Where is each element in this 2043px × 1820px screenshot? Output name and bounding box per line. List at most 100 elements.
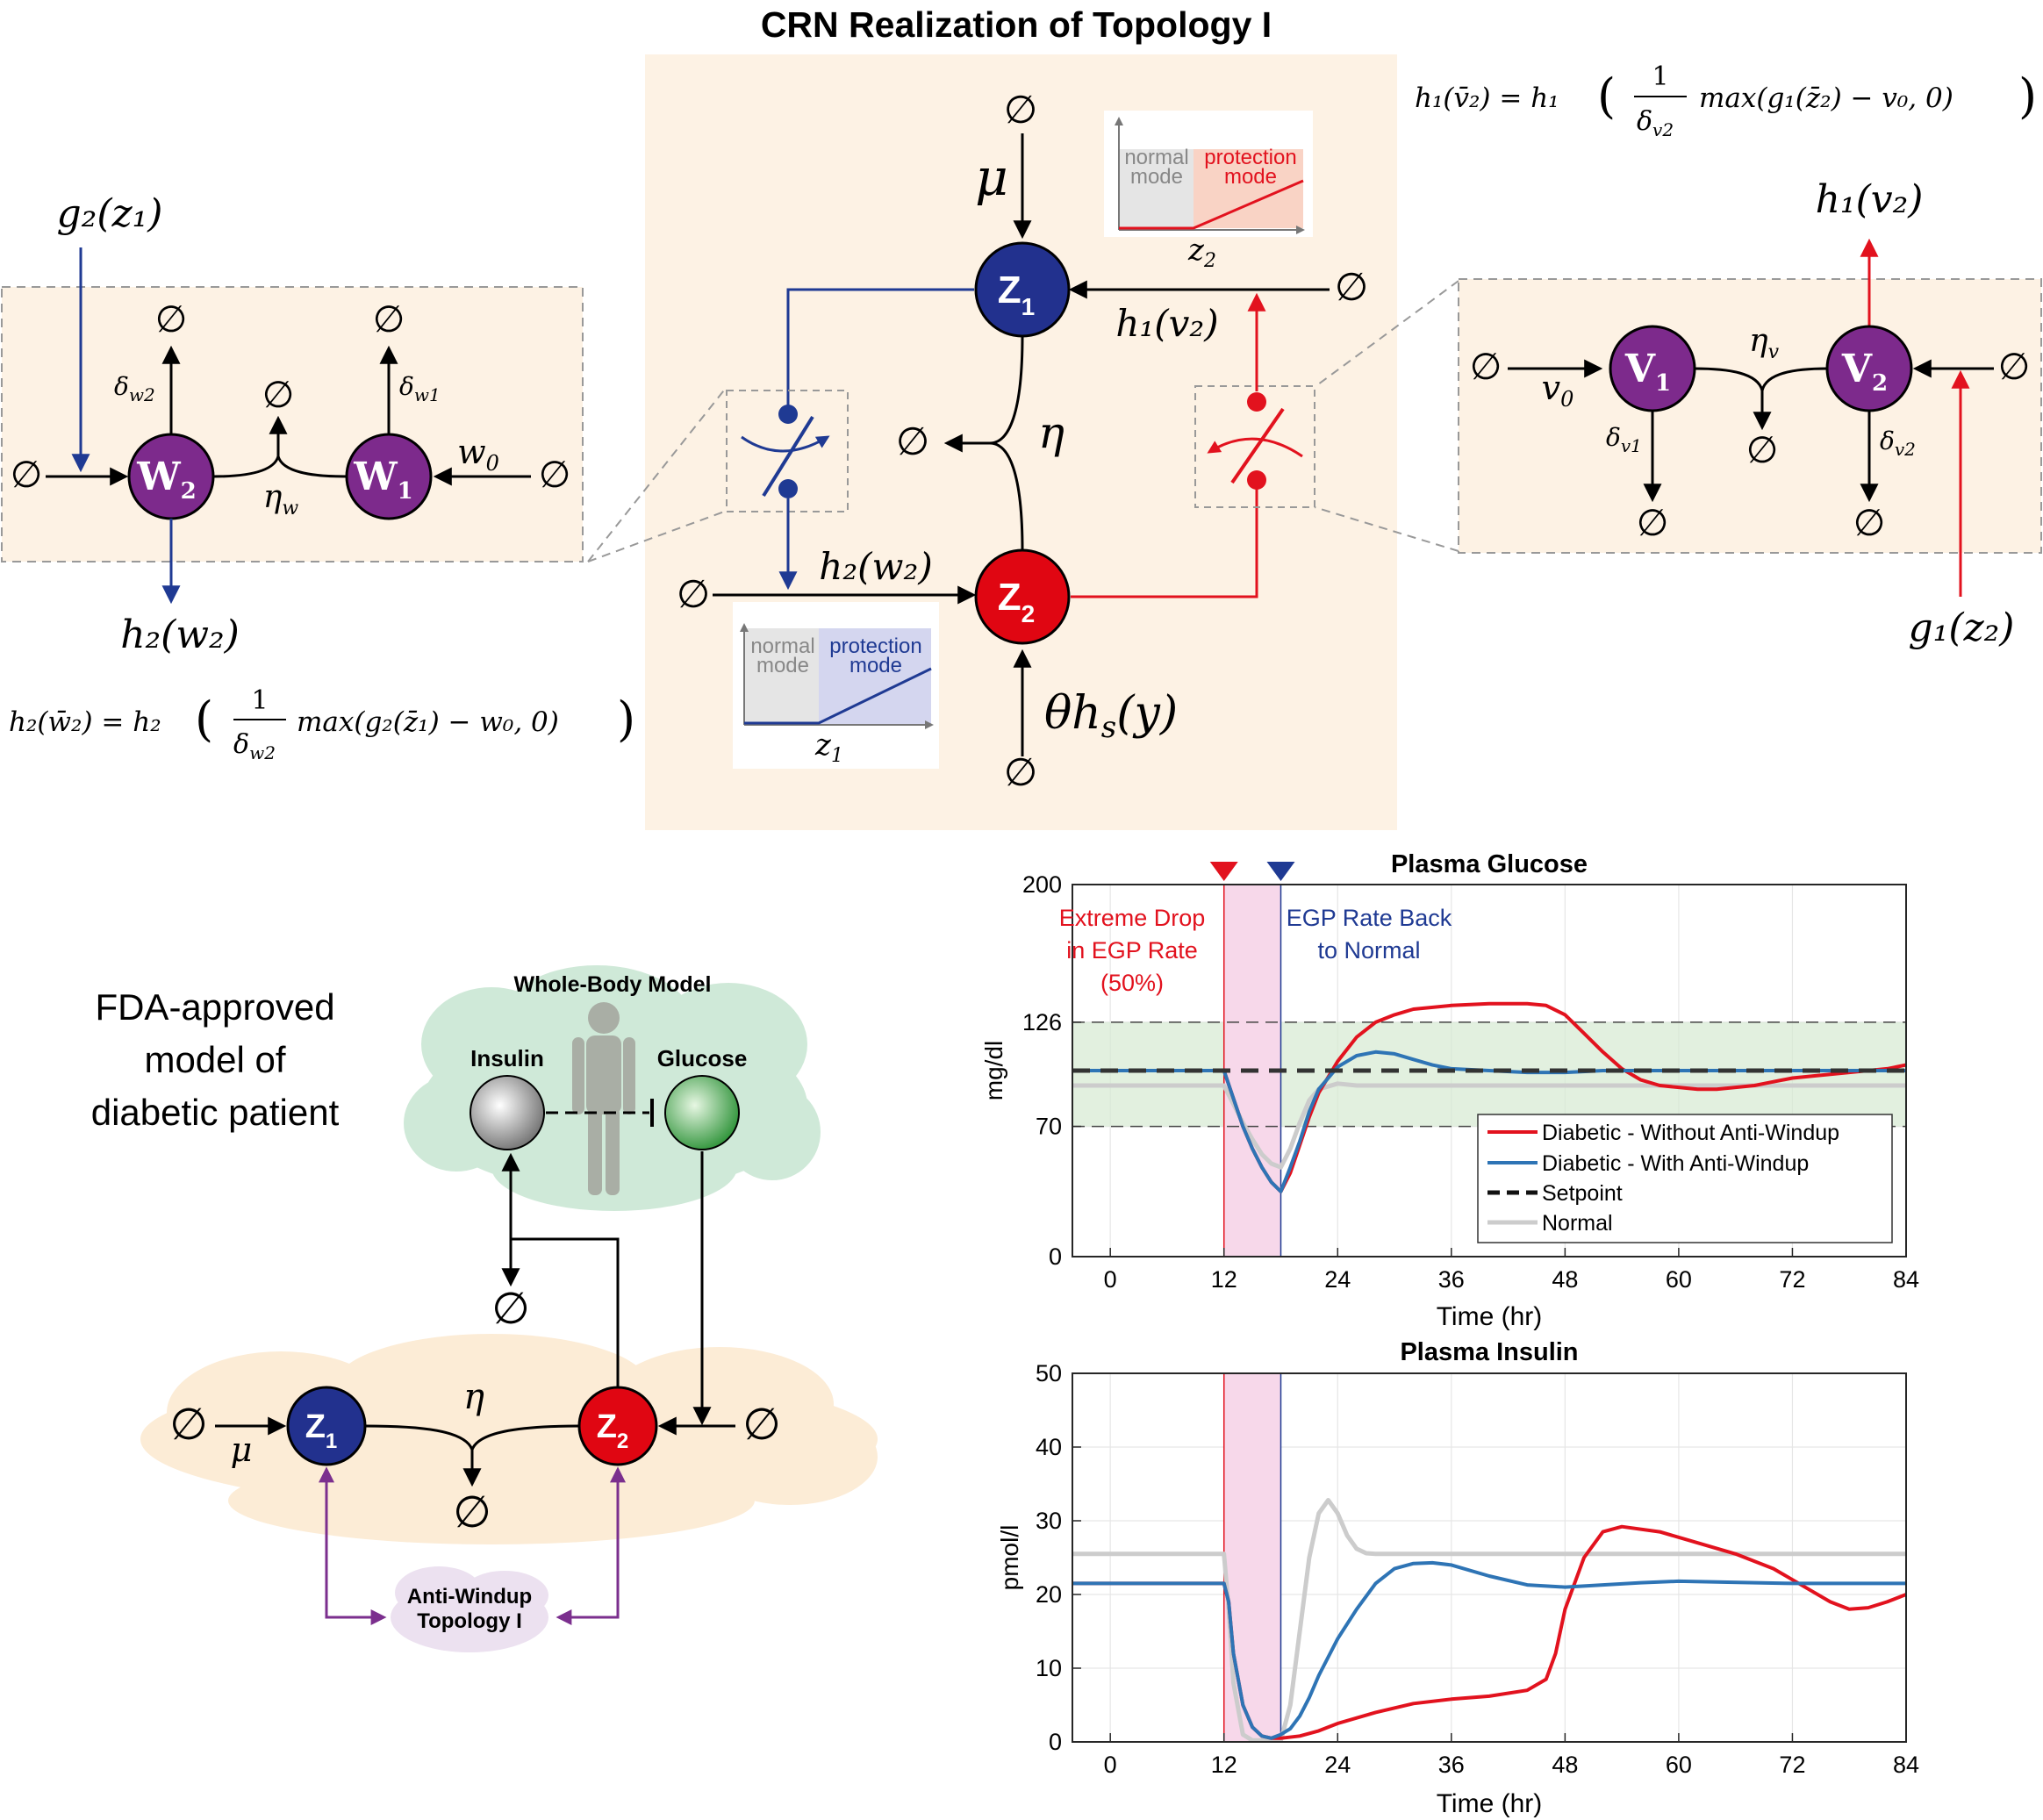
x-tick-label: 60: [1666, 1752, 1692, 1778]
svg-text:max(g₂(z̄₁) − w₀, 0): max(g₂(z̄₁) − w₀, 0): [297, 706, 559, 738]
svg-text:∅: ∅: [1998, 345, 2031, 388]
svg-text:V2: V2: [1841, 347, 1888, 397]
insulin-chart-title: Plasma Insulin: [1400, 1338, 1578, 1366]
v-formula: h₁(v̄₂) = h₁ ( 1 δv2 max(g₁(z̄₂) − v₀, 0…: [1415, 61, 2037, 140]
mu-label: μ: [975, 147, 1008, 207]
svg-text:h₁(v̄₂) = h₁: h₁(v̄₂) = h₁: [1415, 82, 1559, 114]
svg-text:1: 1: [1652, 61, 1668, 92]
insulin-ylabel: pmol/l: [996, 1525, 1023, 1591]
z2-node: [974, 548, 1071, 645]
x-tick-label: 60: [1666, 1266, 1692, 1293]
g2-z1-label: g₂(z₁): [57, 191, 163, 236]
z1-node-label: Z1: [998, 269, 1035, 320]
y-tick-label: 0: [1049, 1729, 1062, 1755]
y-tick-label: 40: [1036, 1434, 1062, 1460]
svg-text:Topology I: Topology I: [417, 1609, 522, 1633]
svg-text:max(g₁(z̄₂) − v₀, 0): max(g₁(z̄₂) − v₀, 0): [1699, 82, 1953, 114]
empty-set-h1-source: ∅: [1335, 265, 1368, 310]
svg-text:mode: mode: [1130, 165, 1183, 189]
annotation-drop-3: (50%): [1100, 970, 1164, 996]
annotation-back-2: to Normal: [1317, 937, 1420, 964]
h2-w2-rate-label: h₂(w₂): [819, 545, 932, 588]
svg-text:diabetic patient: diabetic patient: [91, 1092, 340, 1133]
glucose-chart-title: Plasma Glucose: [1391, 850, 1588, 878]
h2-w2-output-label: h₂(w₂): [120, 613, 240, 657]
svg-text:δw1: δw1: [399, 372, 441, 405]
svg-text:∅: ∅: [1637, 501, 1669, 544]
svg-text:∅: ∅: [11, 453, 43, 496]
svg-text:ηw: ηw: [263, 479, 299, 519]
svg-text:Setpoint: Setpoint: [1542, 1181, 1623, 1206]
svg-text:μ: μ: [231, 1430, 253, 1469]
inset-z1-mode: normal mode protection mode z1: [733, 602, 939, 769]
h1-v2-output-label: h₁(v₂): [1816, 177, 1924, 222]
x-tick-label: 0: [1104, 1752, 1117, 1778]
svg-text:∅: ∅: [1746, 428, 1779, 471]
y-tick-label: 20: [1036, 1581, 1062, 1608]
glucose-legend: Diabetic - Without Anti-Windup Diabetic …: [1477, 1114, 1893, 1243]
svg-text:normal: normal: [750, 634, 814, 658]
svg-text:z2: z2: [1187, 233, 1216, 272]
svg-text:w0: w0: [457, 433, 499, 476]
svg-text:W1: W1: [353, 455, 413, 505]
x-tick-label: 84: [1893, 1266, 1919, 1293]
blue-switch-lever[interactable]: [762, 415, 814, 498]
annotation-drop-2: in EGP Rate: [1066, 937, 1198, 964]
x-tick-label: 0: [1104, 1266, 1117, 1293]
svg-text:model of: model of: [144, 1039, 285, 1080]
y-tick-label: 10: [1036, 1655, 1062, 1681]
x-tick-label: 36: [1438, 1266, 1465, 1293]
eta-label: η: [1038, 407, 1065, 458]
svg-text:η: η: [463, 1377, 484, 1417]
w-block: g₂(z₁) ∅ W2 W1 ∅ w0 ∅ δw2 ∅ δw1 ∅ ηw h₂(…: [1, 191, 635, 763]
svg-text:∅: ∅: [169, 1399, 208, 1450]
annotation-back-1: EGP Rate Back: [1287, 905, 1452, 931]
glucose-xlabel: Time (hr): [1437, 1302, 1543, 1331]
svg-text:(: (: [195, 691, 213, 747]
svg-text:∅: ∅: [539, 453, 571, 496]
svg-text:(: (: [1597, 68, 1616, 124]
series-line-diabetic-with-anti-windup: [1072, 1560, 1906, 1740]
svg-text:mode: mode: [1224, 165, 1277, 189]
svg-text:∅: ∅: [262, 373, 295, 416]
g1-z2-label: g₁(z₂): [1909, 605, 2015, 650]
svg-text:∅: ∅: [1470, 345, 1502, 388]
x-tick-label: 48: [1552, 1266, 1578, 1293]
svg-text:Z1: Z1: [305, 1408, 338, 1453]
svg-text:mode: mode: [849, 654, 902, 677]
svg-text:∅: ∅: [453, 1487, 491, 1537]
empty-set-annihilation: ∅: [896, 419, 929, 464]
svg-text:Diabetic - With Anti-Windup: Diabetic - With Anti-Windup: [1542, 1151, 1809, 1176]
z1-node: [974, 241, 1071, 338]
y-tick-label: 30: [1036, 1508, 1062, 1534]
x-tick-label: 36: [1438, 1752, 1465, 1778]
theta-hs-label: θhs(y): [1044, 687, 1178, 745]
x-tick-label: 48: [1552, 1752, 1578, 1778]
y-tick-label: 126: [1022, 1009, 1062, 1035]
svg-text:Glucose: Glucose: [657, 1045, 748, 1071]
svg-text:Normal: Normal: [1542, 1211, 1613, 1236]
empty-set-z1-source: ∅: [1004, 88, 1037, 133]
h1-v2-rate-label: h₁(v₂): [1115, 302, 1218, 345]
svg-text:protection: protection: [1204, 146, 1296, 169]
y-tick-label: 200: [1022, 871, 1062, 898]
red-switch-lever[interactable]: [1230, 407, 1285, 484]
x-tick-label: 24: [1324, 1266, 1351, 1293]
svg-text:δw2: δw2: [114, 372, 155, 405]
insulin-chart: Plasma Insulin 0 12 24 36 48 60 72 84 0 10 20 30 40 5…: [996, 1338, 1919, 1818]
human-silhouette-icon: [572, 1002, 635, 1195]
insulin-sphere: [470, 1075, 545, 1150]
x-tick-label: 24: [1324, 1752, 1351, 1778]
svg-text:δv1: δv1: [1606, 423, 1642, 456]
svg-text:mode: mode: [756, 654, 809, 677]
insulin-xlabel: Time (hr): [1437, 1789, 1543, 1818]
svg-text:h₂(w̄₂) = h₂: h₂(w̄₂) = h₂: [9, 706, 161, 738]
empty-set-h2-source: ∅: [677, 572, 710, 617]
glucose-ylabel: mg/dl: [980, 1041, 1007, 1100]
svg-text:Anti-Windup: Anti-Windup: [407, 1585, 532, 1609]
svg-text:Diabetic - Without Anti-Windup: Diabetic - Without Anti-Windup: [1542, 1121, 1839, 1145]
w-formula: h₂(w̄₂) = h₂ ( 1 δw2 max(g₂(z̄₁) − w₀, 0…: [9, 685, 635, 763]
z2-node-label: Z2: [998, 576, 1035, 627]
blue-switch-box: [726, 390, 849, 512]
svg-text:Z2: Z2: [597, 1408, 629, 1453]
